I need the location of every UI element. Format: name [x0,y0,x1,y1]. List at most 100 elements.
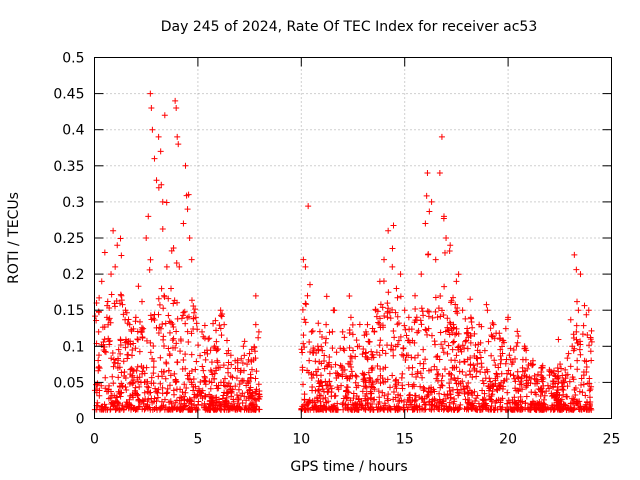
data-point [539,389,546,396]
data-point [460,383,467,390]
data-point [392,394,399,401]
data-point [500,383,507,390]
data-point [161,112,168,119]
data-point [528,400,535,407]
data-point [452,377,459,384]
data-point [232,383,239,390]
data-point [559,386,566,393]
data-point [117,383,124,390]
data-point [317,402,324,409]
data-point [246,386,253,393]
data-point [252,355,259,362]
data-point [314,406,321,413]
data-point [587,334,594,341]
chart-title: Day 245 of 2024, Rate Of TEC Index for r… [161,19,537,35]
data-point [415,352,422,359]
data-point [306,357,313,364]
data-point [117,235,124,242]
data-point [422,356,429,363]
data-point [370,396,377,403]
data-point [409,371,416,378]
data-point [321,365,328,372]
data-point [445,342,452,349]
data-point [326,359,333,366]
data-point [207,347,214,354]
data-point [150,370,157,377]
x-tick-label: 15 [396,432,414,448]
data-point [308,370,315,377]
data-point [101,249,108,256]
data-point [349,331,356,338]
data-point [110,363,117,370]
data-point [477,354,484,361]
data-point [456,368,463,375]
data-point [397,392,404,399]
data-point [384,314,391,321]
data-point [435,305,442,312]
data-point [207,385,214,392]
data-point [210,320,217,327]
data-point [119,301,126,308]
data-point [241,406,248,413]
data-point [493,371,500,378]
data-point [148,316,155,323]
data-point [305,398,312,405]
data-point [507,399,514,406]
data-point [138,326,145,333]
data-point [136,374,143,381]
data-point [350,347,357,354]
y-tick-label: 0.05 [53,375,84,391]
data-point [117,337,124,344]
data-point [200,367,207,374]
data-point [344,405,351,412]
data-point [449,346,456,353]
data-point [243,397,250,404]
data-point [214,385,221,392]
data-point [300,256,307,263]
data-point [484,307,491,314]
data-point [422,326,429,333]
data-point [309,328,316,335]
data-point [429,398,436,405]
data-point [153,177,160,184]
data-point [217,379,224,386]
data-point [176,263,183,270]
data-point [498,370,505,377]
data-point [455,343,462,350]
data-point [164,385,171,392]
data-point [572,385,579,392]
data-point [491,335,498,342]
data-point [546,366,553,373]
data-point [163,359,170,366]
data-point [188,256,195,263]
data-point [137,379,144,386]
data-point [390,389,397,396]
data-point [165,406,172,413]
data-point [385,305,392,312]
data-point [444,315,451,322]
data-point [107,405,114,412]
data-point [172,399,179,406]
data-point [471,365,478,372]
data-point [441,405,448,412]
data-point [566,378,573,385]
data-point [504,316,511,323]
data-point [562,366,569,373]
y-tick-label: 0 [76,412,85,428]
data-point [100,346,107,353]
data-point [420,360,427,367]
data-point [334,384,341,391]
data-point [186,235,193,241]
data-point [120,311,127,318]
data-point [462,315,469,322]
data-point [489,398,496,405]
data-point [173,260,180,267]
data-point [300,332,307,339]
data-point [105,316,112,323]
data-point [424,331,431,338]
data-point [117,291,124,298]
data-point [177,406,184,413]
data-point [253,403,260,410]
data-point [491,357,498,364]
data-point [588,338,595,345]
